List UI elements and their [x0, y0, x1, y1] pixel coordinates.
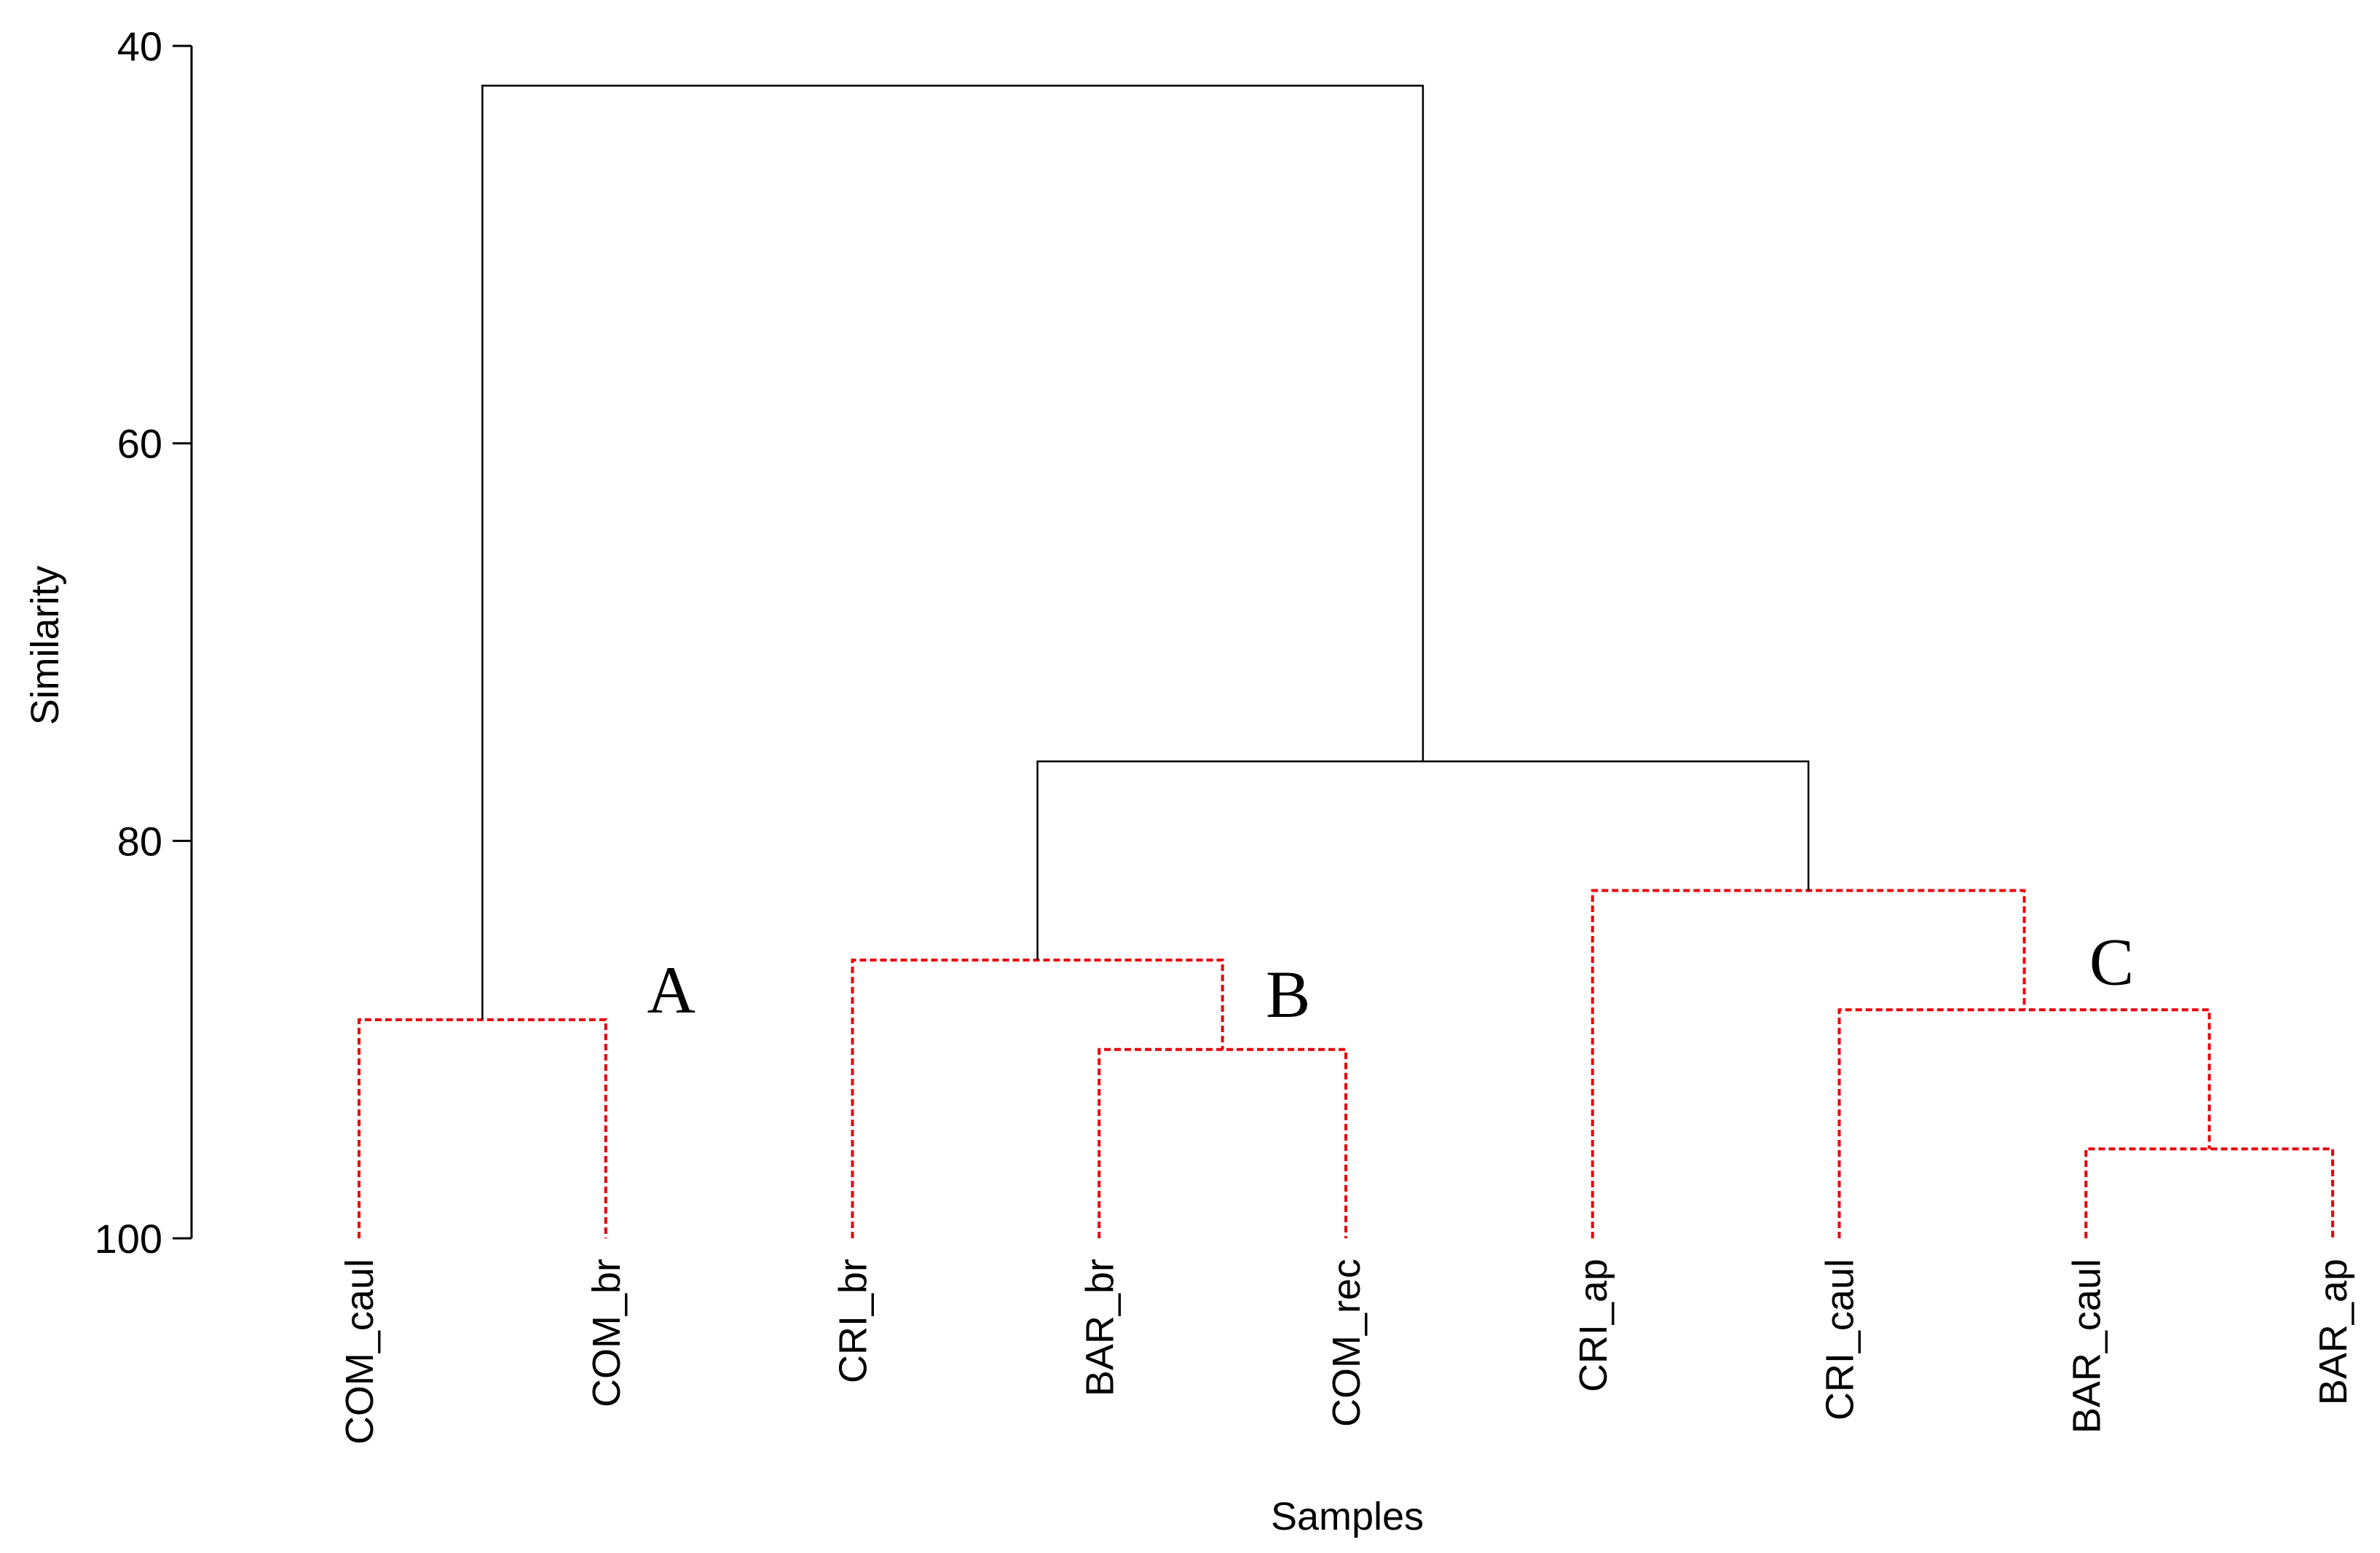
leaf-label: COM_rec — [1325, 1259, 1368, 1427]
leaf-label: COM_br — [585, 1259, 629, 1407]
merge-link-m3 — [851, 959, 1224, 1238]
merge-link-m8 — [481, 84, 1425, 1020]
leaf-label: CRI_caul — [1819, 1259, 1862, 1420]
group-label: B — [1266, 957, 1310, 1031]
x-axis-title: Samples — [1271, 1495, 1424, 1538]
merge-link-m1 — [358, 1018, 607, 1238]
leaf-labels: COM_caul COM_br CRI_br BAR_br COM_rec CRI_ap C… — [338, 1259, 2355, 1444]
leaf-label: BAR_ap — [2312, 1259, 2355, 1405]
leaf-label: COM_caul — [338, 1259, 382, 1444]
leaf-label: CRI_ap — [1572, 1259, 1615, 1392]
y-tick-label: 80 — [117, 818, 162, 864]
y-axis-title: Similarity — [23, 565, 67, 725]
group-label: A — [647, 953, 696, 1027]
dendrogram-links — [358, 84, 2334, 1238]
merge-link-m7 — [1036, 760, 1810, 961]
y-tick-label: 40 — [117, 23, 162, 69]
group-label: C — [2089, 925, 2134, 999]
merge-link-m4 — [2084, 1147, 2334, 1238]
y-tick-label: 100 — [95, 1216, 162, 1262]
merge-link-m6 — [1591, 889, 2026, 1238]
merge-link-m2 — [1098, 1047, 1347, 1238]
leaf-label: CRI_br — [832, 1259, 875, 1383]
group-labels: A B C — [647, 925, 2135, 1032]
leaf-label: BAR_caul — [2065, 1259, 2108, 1434]
leaf-label: BAR_br — [1078, 1259, 1122, 1396]
y-axis: 40 60 80 100 — [95, 23, 193, 1262]
merge-link-m5 — [1837, 1008, 2211, 1238]
y-tick-label: 60 — [117, 421, 162, 467]
